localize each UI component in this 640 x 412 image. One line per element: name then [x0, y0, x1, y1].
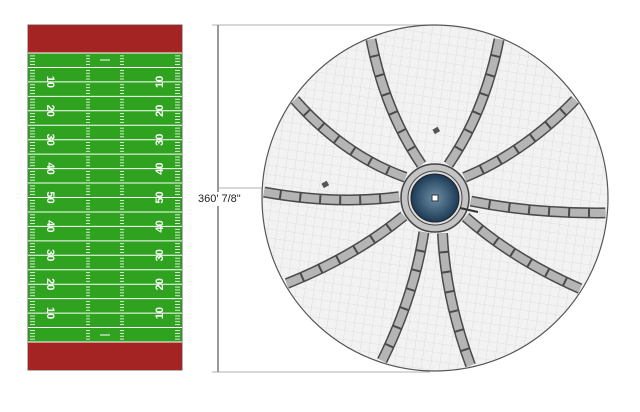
hub-cap — [431, 194, 439, 202]
rib-face — [291, 97, 407, 182]
cable — [459, 207, 479, 213]
dimension-label: 360' 7/8" — [198, 193, 241, 205]
marker — [432, 126, 441, 135]
rib-face — [462, 214, 582, 293]
yard-number: 10 — [44, 76, 56, 88]
rib-face — [445, 38, 503, 167]
yard-number: 50 — [154, 191, 166, 203]
yard-number: 30 — [154, 249, 166, 261]
yard-number: 30 — [44, 249, 56, 261]
yard-number: 40 — [154, 220, 166, 232]
yard-number: 50 — [44, 191, 56, 203]
marker — [321, 180, 330, 189]
yard-number: 30 — [154, 134, 166, 146]
yard-number: 20 — [44, 105, 56, 117]
rib-face — [438, 233, 475, 367]
rib-face — [263, 188, 400, 204]
end-zone — [28, 342, 182, 370]
rib-face — [367, 38, 425, 167]
label-bg — [196, 192, 270, 206]
yard-number: 30 — [44, 134, 56, 146]
end-zone — [28, 25, 182, 53]
yard-number: 20 — [154, 278, 166, 290]
yard-number: 20 — [154, 105, 166, 117]
rib-face — [378, 231, 428, 363]
yard-number: 10 — [154, 307, 166, 319]
rib-face — [462, 97, 578, 182]
yard-number: 40 — [154, 162, 166, 174]
yard-number: 40 — [44, 162, 56, 174]
rib-face — [470, 197, 606, 217]
yard-number: 40 — [44, 220, 56, 232]
yard-number: 10 — [154, 76, 166, 88]
yard-number: 20 — [44, 278, 56, 290]
dome-roof — [261, 24, 609, 372]
rib-face — [285, 212, 407, 288]
yard-number: 10 — [44, 307, 56, 319]
football-field: 10 10 20 20 30 30 40 40 50 50 40 40 30 30 20 20 10 10 — [27, 24, 183, 371]
